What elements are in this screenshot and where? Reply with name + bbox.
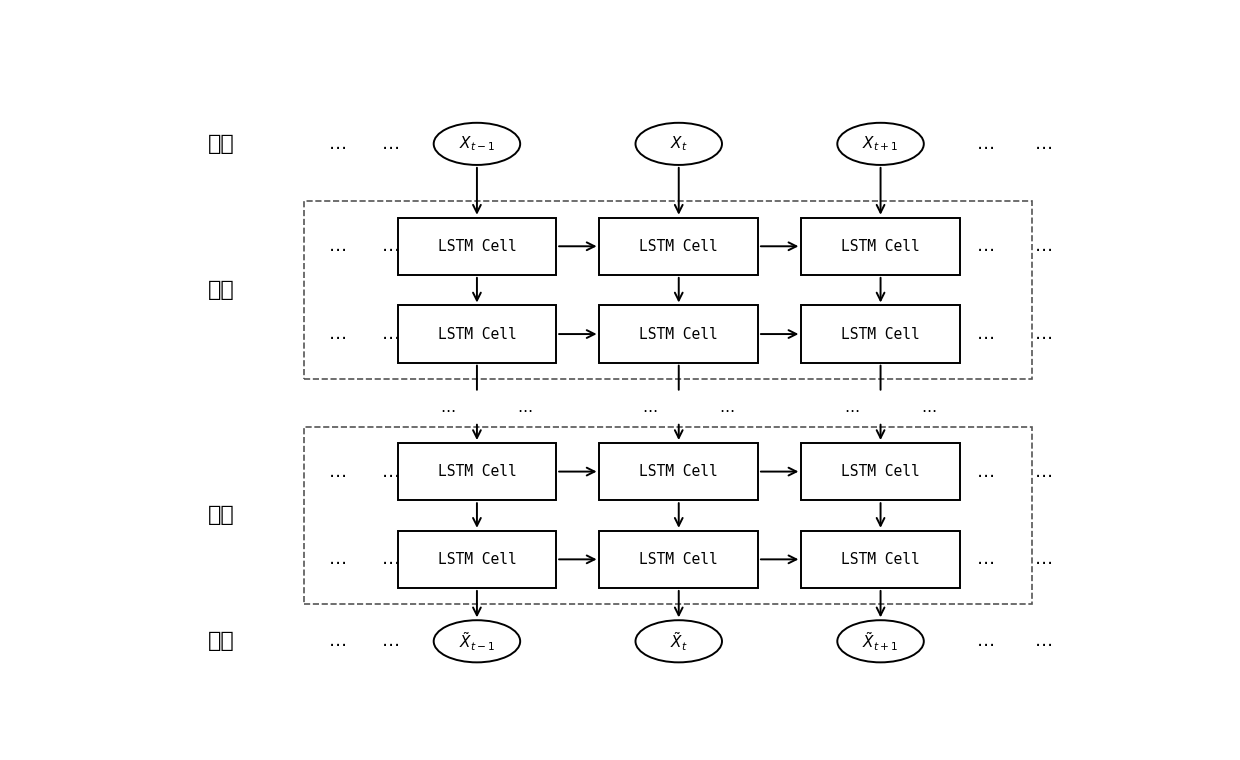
Text: 解码: 解码: [208, 505, 234, 525]
Text: …: …: [977, 237, 996, 255]
FancyBboxPatch shape: [398, 530, 557, 588]
FancyBboxPatch shape: [801, 443, 960, 500]
FancyBboxPatch shape: [599, 306, 758, 363]
Text: …: …: [977, 550, 996, 568]
Ellipse shape: [837, 123, 924, 165]
Text: LSTM Cell: LSTM Cell: [841, 239, 920, 254]
Text: …: …: [440, 400, 455, 415]
Text: …: …: [382, 135, 399, 153]
FancyBboxPatch shape: [599, 530, 758, 588]
Text: …: …: [719, 400, 734, 415]
Text: …: …: [977, 463, 996, 480]
Text: …: …: [1035, 325, 1053, 343]
Text: …: …: [1035, 463, 1053, 480]
Text: …: …: [382, 325, 399, 343]
Text: …: …: [977, 632, 996, 651]
Text: …: …: [844, 400, 859, 415]
Ellipse shape: [635, 123, 722, 165]
Text: …: …: [1035, 135, 1053, 153]
Text: …: …: [329, 463, 347, 480]
FancyBboxPatch shape: [599, 217, 758, 275]
Text: …: …: [977, 325, 996, 343]
Text: …: …: [921, 400, 936, 415]
Ellipse shape: [434, 620, 521, 663]
Ellipse shape: [837, 620, 924, 663]
Ellipse shape: [434, 123, 521, 165]
Text: 重构: 重构: [208, 632, 234, 651]
Text: LSTM Cell: LSTM Cell: [640, 239, 718, 254]
Text: …: …: [517, 400, 532, 415]
Text: 编码: 编码: [208, 280, 234, 300]
Text: …: …: [382, 237, 399, 255]
FancyBboxPatch shape: [398, 443, 557, 500]
Text: LSTM Cell: LSTM Cell: [640, 552, 718, 567]
Text: $\tilde{X}_{t}$: $\tilde{X}_{t}$: [670, 630, 688, 653]
Text: …: …: [1035, 550, 1053, 568]
Text: $\tilde{X}_{t-1}$: $\tilde{X}_{t-1}$: [459, 630, 495, 653]
FancyBboxPatch shape: [398, 306, 557, 363]
Text: $\tilde{X}_{t+1}$: $\tilde{X}_{t+1}$: [863, 630, 899, 653]
Text: $X_{t+1}$: $X_{t+1}$: [863, 135, 899, 154]
Text: LSTM Cell: LSTM Cell: [640, 327, 718, 341]
Text: LSTM Cell: LSTM Cell: [438, 464, 516, 479]
FancyBboxPatch shape: [801, 530, 960, 588]
Text: …: …: [329, 632, 347, 651]
Text: …: …: [382, 632, 399, 651]
Text: LSTM Cell: LSTM Cell: [841, 327, 920, 341]
Text: LSTM Cell: LSTM Cell: [438, 327, 516, 341]
Text: 输入: 输入: [208, 134, 234, 154]
Text: LSTM Cell: LSTM Cell: [640, 464, 718, 479]
Text: …: …: [977, 135, 996, 153]
Text: …: …: [329, 237, 347, 255]
Text: …: …: [382, 550, 399, 568]
Text: $X_{t}$: $X_{t}$: [670, 135, 687, 154]
FancyBboxPatch shape: [801, 217, 960, 275]
Text: LSTM Cell: LSTM Cell: [841, 552, 920, 567]
FancyBboxPatch shape: [599, 443, 758, 500]
Text: …: …: [1035, 237, 1053, 255]
Text: …: …: [329, 135, 347, 153]
Text: …: …: [382, 463, 399, 480]
Text: LSTM Cell: LSTM Cell: [438, 552, 516, 567]
Text: $X_{t-1}$: $X_{t-1}$: [459, 135, 495, 154]
Ellipse shape: [635, 620, 722, 663]
Text: LSTM Cell: LSTM Cell: [841, 464, 920, 479]
Text: …: …: [642, 400, 657, 415]
FancyBboxPatch shape: [398, 217, 557, 275]
FancyBboxPatch shape: [801, 306, 960, 363]
Text: LSTM Cell: LSTM Cell: [438, 239, 516, 254]
Text: …: …: [329, 325, 347, 343]
Text: …: …: [1035, 632, 1053, 651]
Text: …: …: [329, 550, 347, 568]
